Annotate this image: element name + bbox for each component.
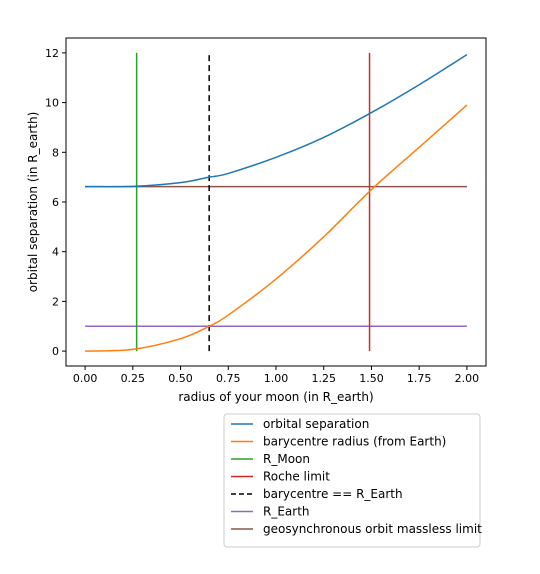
legend-label: R_Earth [263, 505, 310, 519]
legend-label: Roche limit [263, 470, 330, 484]
x-tick-label: 1.75 [407, 372, 432, 385]
series-line-1 [85, 104, 468, 352]
legend-label: barycentre radius (from Earth) [263, 435, 446, 449]
legend-label: R_Moon [263, 452, 310, 466]
x-tick-label: 0.50 [168, 372, 193, 385]
ticks-layer: 0.00 0.25 0.50 0.75 1.00 1.25 1.50 1.75 2.00 0 2 4 6… [45, 47, 479, 385]
y-tick-label: 8 [52, 146, 59, 159]
legend-label: orbital separation [263, 417, 369, 431]
x-tick-label: 1.00 [264, 372, 289, 385]
legend-label: geosynchronous orbit massless limit [263, 522, 482, 536]
series-line-0 [85, 54, 468, 188]
x-tick-label: 0.00 [73, 372, 98, 385]
plot-frame [65, 37, 487, 367]
y-tick-label: 10 [45, 97, 59, 110]
y-tick-label: 6 [52, 196, 59, 209]
x-tick-label: 0.25 [121, 372, 146, 385]
y-tick-label: 2 [52, 295, 59, 308]
y-axis-label: orbital separation (in R_earth) [26, 112, 40, 293]
x-tick-label: 1.25 [311, 372, 336, 385]
x-tick-label: 1.50 [359, 372, 384, 385]
legend-label: barycentre == R_Earth [263, 487, 403, 501]
x-tick-label: 2.00 [455, 372, 480, 385]
legend-items: orbital separation barycentre radius (fro… [231, 417, 482, 536]
y-tick-label: 12 [45, 47, 59, 60]
y-tick-label: 4 [52, 246, 59, 259]
legend: orbital separation barycentre radius (fro… [223, 413, 482, 548]
series-layer [85, 52, 468, 352]
x-axis-label: radius of your moon (in R_earth) [178, 390, 373, 404]
legend-frame [223, 413, 481, 548]
x-tick-label: 0.75 [216, 372, 241, 385]
y-tick-label: 0 [52, 345, 59, 358]
